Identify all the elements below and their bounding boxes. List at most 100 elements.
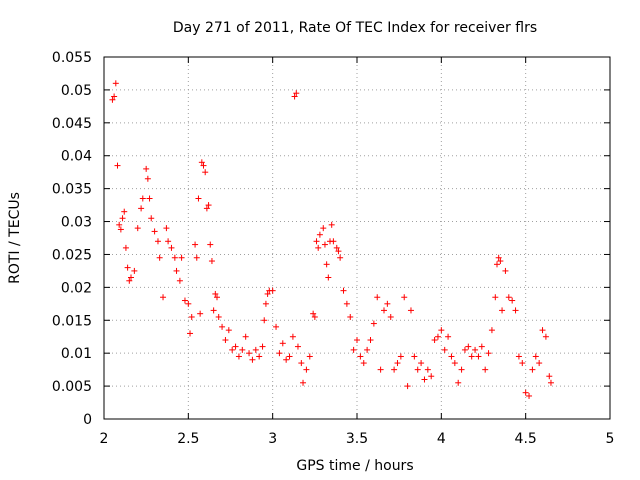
data-point xyxy=(269,287,276,294)
data-point xyxy=(185,300,192,307)
data-point xyxy=(505,294,512,301)
data-point xyxy=(203,205,210,212)
data-point xyxy=(126,277,133,284)
y-tick-label: 0.055 xyxy=(52,50,92,66)
data-point xyxy=(411,353,418,360)
data-point xyxy=(261,317,268,324)
data-point xyxy=(391,366,398,373)
data-point xyxy=(374,294,381,301)
data-point xyxy=(144,175,151,182)
data-point xyxy=(131,267,138,274)
data-point xyxy=(539,327,546,334)
x-tick-label: 2 xyxy=(100,431,109,447)
x-tick-label: 3.5 xyxy=(346,431,368,447)
data-point xyxy=(119,215,126,222)
data-point xyxy=(438,327,445,334)
data-point xyxy=(109,96,116,103)
data-point xyxy=(311,313,318,320)
data-point xyxy=(214,294,221,301)
y-tick-label: 0.02 xyxy=(61,280,92,296)
data-point xyxy=(323,261,330,268)
data-point xyxy=(451,360,458,367)
data-point xyxy=(384,300,391,307)
data-point xyxy=(502,267,509,274)
data-point xyxy=(200,162,207,169)
y-tick-label: 0.045 xyxy=(52,116,92,132)
data-point xyxy=(313,238,320,245)
data-point xyxy=(515,353,522,360)
data-point xyxy=(225,327,232,334)
y-tick-label: 0.025 xyxy=(52,247,92,263)
x-tick-label: 5 xyxy=(606,431,615,447)
data-point xyxy=(188,313,195,320)
x-axis-ticks: 2 2.5 3 3.5 4 4.5 5 xyxy=(100,57,615,447)
data-point xyxy=(256,353,263,360)
data-point xyxy=(127,274,134,281)
data-point xyxy=(522,389,529,396)
data-point xyxy=(407,307,414,314)
data-point xyxy=(114,162,121,169)
data-point xyxy=(340,287,347,294)
data-point xyxy=(499,307,506,314)
data-point xyxy=(472,346,479,353)
data-point xyxy=(160,294,167,301)
data-point xyxy=(197,310,204,317)
data-point xyxy=(493,261,500,268)
data-point xyxy=(212,290,219,297)
data-point xyxy=(202,169,209,176)
data-point xyxy=(475,353,482,360)
data-point xyxy=(276,350,283,357)
scatter-points xyxy=(109,80,554,399)
y-tick-label: 0.035 xyxy=(52,182,92,198)
data-point xyxy=(418,360,425,367)
data-point xyxy=(176,277,183,284)
data-point xyxy=(397,353,404,360)
data-point xyxy=(117,226,124,233)
data-point xyxy=(111,93,118,100)
data-point xyxy=(143,165,150,172)
data-point xyxy=(294,343,301,350)
data-point xyxy=(154,238,161,245)
x-tick-label: 4.5 xyxy=(515,431,537,447)
y-tick-label: 0.015 xyxy=(52,313,92,329)
data-point xyxy=(441,346,448,353)
data-point xyxy=(187,330,194,337)
y-tick-label: 0.03 xyxy=(61,215,92,231)
data-point xyxy=(321,241,328,248)
data-point xyxy=(458,366,465,373)
data-point xyxy=(455,379,462,386)
data-point xyxy=(168,244,175,251)
data-point xyxy=(497,258,504,265)
data-point xyxy=(512,307,519,314)
data-point xyxy=(387,313,394,320)
data-point xyxy=(124,264,131,271)
data-point xyxy=(357,353,364,360)
data-point xyxy=(377,366,384,373)
data-point xyxy=(286,353,293,360)
data-point xyxy=(306,353,313,360)
data-point xyxy=(354,337,360,344)
data-point xyxy=(482,366,489,373)
data-point xyxy=(171,254,178,261)
data-point xyxy=(151,228,158,235)
data-point xyxy=(509,297,516,304)
data-point xyxy=(298,360,305,367)
data-point xyxy=(310,310,317,317)
data-point xyxy=(465,343,472,350)
data-point xyxy=(173,267,180,274)
y-tick-label: 0.01 xyxy=(61,346,92,362)
x-axis-title: GPS time / hours xyxy=(296,458,413,474)
chart-title: Day 271 of 2011, Rate Of TEC Index for r… xyxy=(173,20,537,36)
data-point xyxy=(259,343,266,350)
data-point xyxy=(303,366,310,373)
data-point xyxy=(235,353,242,360)
data-point xyxy=(488,327,495,334)
data-point xyxy=(468,353,475,360)
data-point xyxy=(134,225,141,232)
data-point xyxy=(193,254,200,261)
data-point xyxy=(532,353,539,360)
data-point xyxy=(112,80,119,87)
data-point xyxy=(350,346,357,353)
x-tick-label: 4 xyxy=(437,431,446,447)
data-point xyxy=(283,356,290,363)
